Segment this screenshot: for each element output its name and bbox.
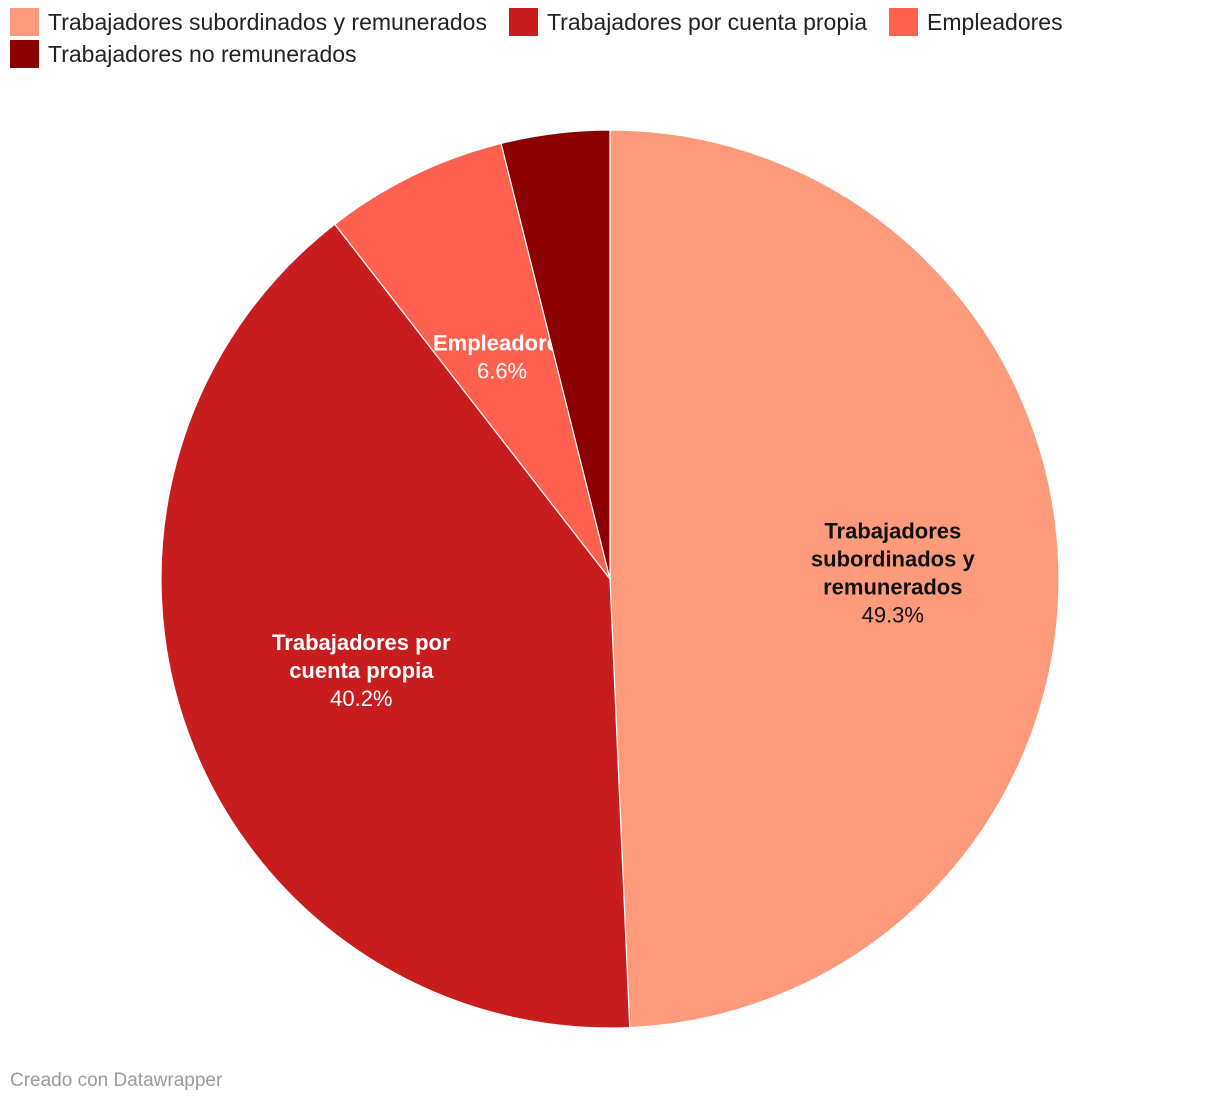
slice-name-cuenta-propia-line-1: Trabajadores por <box>272 630 451 655</box>
legend-item-subordinados: Trabajadores subordinados y remunerados <box>10 8 487 36</box>
pie-slice-cuenta-propia <box>160 223 631 1029</box>
legend-label-cuenta-propia: Trabajadores por cuenta propia <box>546 8 868 35</box>
slice-name-subordinados-line-3: remunerados <box>823 574 962 599</box>
slice-label-subordinados: Trabajadores subordinados y remunerados 49.… <box>811 518 976 627</box>
slice-name-subordinados-line-2: subordinados y <box>811 546 976 571</box>
slice-value-empleadores: 6.6% <box>477 358 527 383</box>
slice-value-subordinados: 49.3% <box>862 602 924 627</box>
slice-name-subordinados-line-1: Trabajadores <box>824 518 961 543</box>
legend-swatch-empleadores <box>889 8 919 36</box>
slice-label-empleadores: Empleadores 6.6% <box>433 330 571 383</box>
legend-swatch-cuenta-propia <box>508 8 538 36</box>
slice-name-empleadores-line-1: Empleadores <box>433 330 571 355</box>
legend-swatch-subordinados <box>10 8 39 36</box>
chart-legend: Trabajadores subordinados y remunerados … <box>10 8 1200 68</box>
slice-label-cuenta-propia: Trabajadores por cuenta propia 40.2% <box>272 630 451 711</box>
pie-slice-empleadores <box>334 142 611 580</box>
slice-name-cuenta-propia-line-2: cuenta propia <box>289 658 434 683</box>
legend-label-subordinados: Trabajadores subordinados y remunerados <box>48 8 487 35</box>
legend-label-empleadores: Empleadores <box>927 8 1063 35</box>
legend-item-empleadores: Empleadores <box>889 8 1063 36</box>
legend-item-cuenta-propia: Trabajadores por cuenta propia <box>508 8 868 36</box>
legend-swatch-no-remunerados <box>10 40 39 68</box>
legend-item-no-remunerados: Trabajadores no remunerados <box>10 40 357 68</box>
datawrapper-credit: Creado con Datawrapper <box>10 1070 223 1091</box>
slice-value-cuenta-propia: 40.2% <box>330 686 392 711</box>
pie-slice-subordinados <box>609 129 1060 1029</box>
legend-label-no-remunerados: Trabajadores no remunerados <box>48 40 357 67</box>
pie-slice-no-remunerados <box>500 129 611 580</box>
